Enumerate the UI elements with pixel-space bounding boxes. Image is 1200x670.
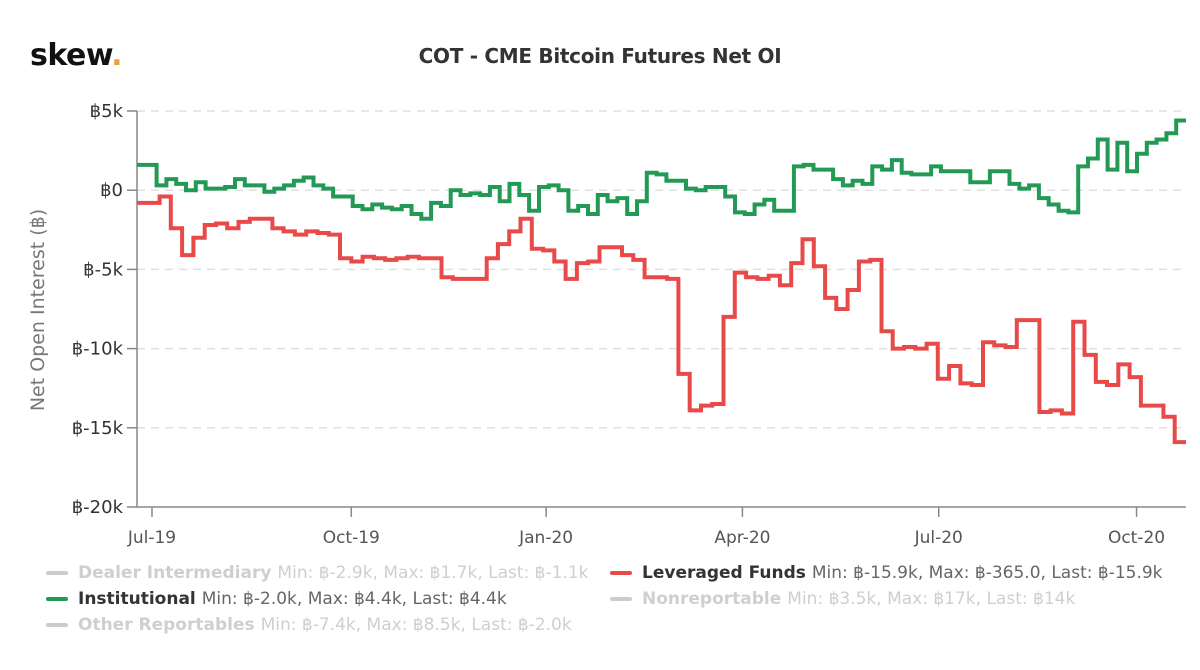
series-line-leveraged-funds[interactable] [137,194,1186,445]
legend-stats: Min: ฿-2.9k, Max: ฿1.7k, Last: ฿-1.1k [277,563,589,583]
x-tick-label: Jul-19 [127,528,176,548]
y-tick-label: ฿-10k [72,339,124,360]
legend-stats: Min: ฿-7.4k, Max: ฿8.5k, Last: ฿-2.0k [260,615,572,635]
legend-item-leveraged-funds[interactable]: Leveraged Funds Min: ฿-15.9k, Max: ฿-365.… [610,560,1163,586]
y-tick-label: ฿-5k [83,259,123,280]
y-tick-label: ฿5k [90,101,124,122]
legend-name: Institutional [78,589,196,609]
legend-stats: Min: ฿-2.0k, Max: ฿4.4k, Last: ฿4.4k [201,589,507,609]
chart-title: COT - CME Bitcoin Futures Net OI [418,44,782,68]
y-tick-label: ฿0 [100,180,123,201]
legend-name: Nonreportable [642,589,782,609]
legend-swatch [610,597,632,601]
legend-swatch [610,571,632,575]
y-tick-label: ฿-15k [72,418,124,439]
series-group [137,118,1186,445]
x-axis: Jul-19 Oct-19 Jan-20 Apr-20 Jul-20 Oct-20 [127,506,1186,548]
gridlines [137,110,1186,429]
legend-swatch [46,571,68,575]
chart: ฿5k ฿0 ฿-5k ฿-10k ฿-15k ฿-20k Jul-19 Oct-19 Jan… [27,101,1186,548]
x-tick-label: Oct-20 [1108,528,1165,548]
legend-item-other-reportables[interactable]: Other Reportables Min: ฿-7.4k, Max: ฿8.5k… [46,612,572,638]
legend-name: Other Reportables [78,615,255,635]
logo-dot: . [111,38,123,73]
legend-item-institutional[interactable]: Institutional Min: ฿-2.0k, Max: ฿4.4k, La… [46,586,507,612]
x-tick-label: Apr-20 [714,528,770,548]
skew-logo: skew. [30,38,123,73]
logo-text: skew [30,38,112,73]
x-tick-label: Jul-20 [914,528,963,548]
legend-stats: Min: ฿3.5k, Max: ฿17k, Last: ฿14k [787,589,1076,609]
y-tick-label: ฿-20k [72,497,124,518]
y-axis: ฿5k ฿0 ฿-5k ฿-10k ฿-15k ฿-20k [72,101,138,518]
y-axis-label: Net Open Interest (฿) [27,209,49,411]
legend-swatch [46,623,68,627]
legend-name: Leveraged Funds [642,563,806,583]
x-tick-label: Jan-20 [518,528,573,548]
legend-item-dealer-intermediary[interactable]: Dealer Intermediary Min: ฿-2.9k, Max: ฿1.… [46,560,589,586]
legend-name: Dealer Intermediary [78,563,272,583]
x-tick-label: Oct-19 [323,528,380,548]
series-line-institutional[interactable] [137,118,1186,221]
legend-item-nonreportable[interactable]: Nonreportable Min: ฿3.5k, Max: ฿17k, Last… [610,586,1075,612]
legend-swatch [46,597,68,601]
legend-stats: Min: ฿-15.9k, Max: ฿-365.0, Last: ฿-15.9… [811,563,1163,583]
